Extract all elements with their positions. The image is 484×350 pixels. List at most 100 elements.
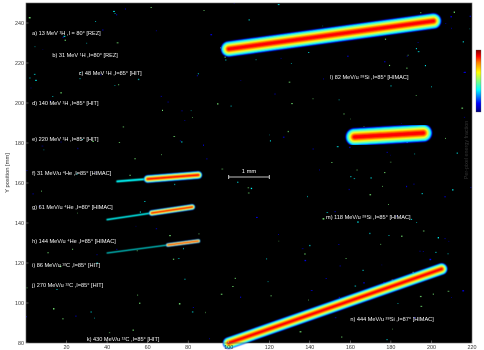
noise-speckle	[463, 116, 466, 118]
y-tick-label: 220	[15, 61, 24, 67]
noise-speckle	[462, 41, 464, 43]
noise-speckle	[326, 212, 329, 213]
noise-speckle	[462, 290, 465, 292]
noise-speckle	[144, 201, 146, 202]
noise-speckle	[420, 12, 422, 14]
noise-speckle	[209, 338, 210, 340]
noise-speckle	[86, 42, 88, 44]
colorbar-label: Per-pixel energy fraction	[464, 121, 470, 179]
noise-speckle	[49, 100, 52, 102]
colorbar-gradient	[475, 49, 482, 113]
track-label: g) 61 MeV/u ⁴He ,I=80° [HIMAC]	[32, 204, 113, 211]
noise-speckle	[357, 221, 359, 223]
noise-speckle	[435, 251, 437, 253]
noise-speckle	[301, 248, 304, 250]
noise-speckle	[150, 7, 152, 8]
noise-speckle	[341, 336, 343, 338]
noise-speckle	[178, 303, 181, 305]
noise-speckle	[203, 10, 205, 11]
track-7	[106, 239, 201, 254]
noise-speckle	[47, 252, 49, 254]
noise-speckle	[304, 253, 306, 255]
noise-speckle	[122, 126, 125, 128]
y-tick-label: 100	[15, 301, 24, 307]
noise-speckle	[312, 98, 314, 100]
noise-speckle	[406, 67, 408, 69]
noise-speckle	[392, 328, 393, 330]
noise-speckle	[26, 316, 27, 318]
noise-speckle	[277, 4, 280, 6]
noise-speckle	[448, 240, 450, 242]
noise-speckle	[184, 120, 186, 121]
noise-speckle	[444, 238, 446, 240]
noise-speckle	[412, 271, 415, 274]
noise-speckle	[95, 172, 97, 173]
noise-speckle	[30, 87, 32, 89]
noise-speckle	[422, 230, 425, 232]
x-tick-label: 20	[64, 345, 70, 350]
noise-speckle	[77, 212, 78, 214]
track-layer	[227, 267, 444, 345]
track-13	[222, 263, 448, 349]
noise-speckle	[232, 286, 234, 287]
noise-speckle	[266, 258, 268, 260]
noise-speckle	[184, 278, 186, 280]
noise-speckle	[308, 52, 310, 53]
noise-speckle	[410, 218, 413, 220]
track-label: a) 13 MeV ¹H ,I = 80° [REZ]	[32, 31, 101, 37]
noise-speckle	[363, 282, 365, 284]
noise-speckle	[52, 96, 54, 97]
noise-speckle	[96, 254, 98, 256]
noise-speckle	[388, 235, 390, 236]
track-layer	[226, 19, 436, 51]
noise-speckle	[424, 65, 426, 67]
noise-speckle	[240, 80, 242, 81]
noise-speckle	[33, 73, 36, 75]
noise-speckle	[414, 153, 416, 155]
noise-speckle	[336, 146, 339, 148]
noise-speckle	[56, 289, 58, 290]
noise-speckle	[92, 140, 94, 142]
noise-speckle	[291, 103, 293, 105]
noise-speckle	[124, 8, 126, 10]
noise-speckle	[134, 158, 136, 160]
noise-speckle	[322, 25, 324, 27]
noise-speckle	[59, 265, 62, 268]
y-axis-label: Y position [mm]	[5, 153, 11, 193]
noise-speckle	[384, 38, 387, 40]
noise-speckle	[288, 81, 291, 83]
noise-speckle	[331, 162, 333, 163]
noise-speckle	[347, 55, 349, 57]
noise-speckle	[353, 178, 356, 180]
noise-speckle	[139, 211, 141, 213]
noise-speckle	[116, 248, 118, 250]
noise-speckle	[397, 303, 399, 304]
noise-speckle	[181, 141, 183, 143]
noise-speckle	[417, 51, 420, 53]
noise-speckle	[100, 74, 102, 76]
noise-speckle	[28, 17, 31, 19]
noise-speckle	[155, 228, 158, 230]
noise-speckle	[114, 13, 116, 14]
noise-speckle	[160, 95, 162, 97]
noise-speckle	[432, 293, 434, 295]
noise-speckle	[447, 290, 450, 292]
noise-speckle	[280, 57, 282, 59]
noise-speckle	[206, 158, 208, 160]
x-tick-label: 160	[346, 345, 355, 350]
x-tick-label: 100	[224, 345, 233, 350]
noise-speckle	[350, 118, 351, 120]
noise-speckle	[224, 56, 226, 58]
noise-speckle	[429, 258, 432, 261]
noise-speckle	[384, 172, 386, 174]
noise-speckle	[278, 234, 279, 235]
noise-speckle	[62, 318, 64, 320]
track-labels: a) 13 MeV ¹H ,I = 80° [REZ] b) 31 MeV ¹H …	[31, 31, 434, 343]
noise-speckle	[421, 193, 423, 195]
noise-speckle	[390, 154, 391, 156]
noise-speckle	[267, 281, 269, 283]
noise-speckle	[237, 181, 239, 183]
noise-speckle	[26, 170, 28, 171]
noise-speckle	[395, 215, 397, 217]
x-tick-label: 140	[305, 345, 314, 350]
